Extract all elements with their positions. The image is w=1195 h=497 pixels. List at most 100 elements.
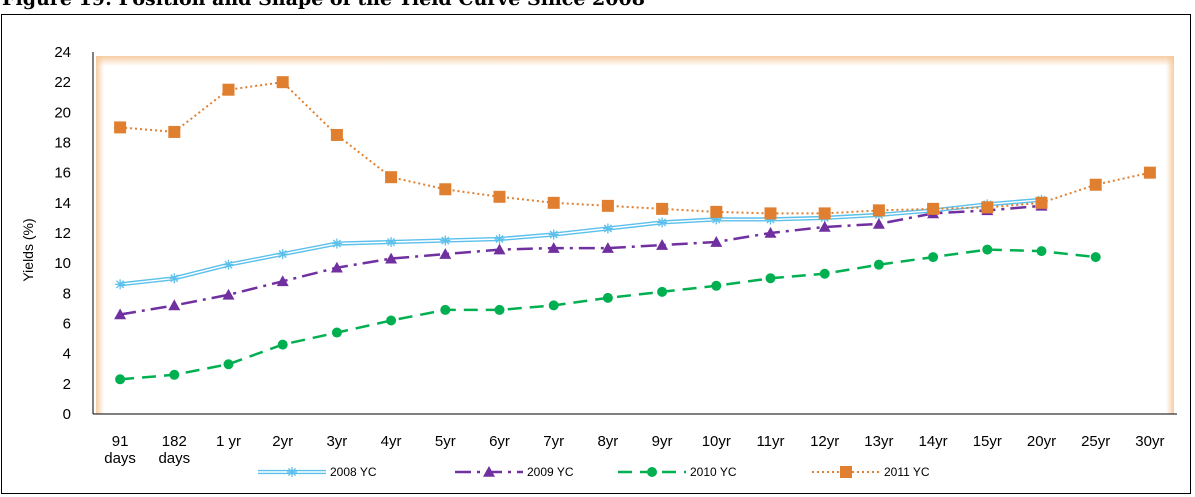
x-tick-label: 11yr — [756, 433, 784, 450]
legend-entry: 2008 YC — [258, 465, 377, 479]
x-tick-label: 10yr — [702, 433, 731, 450]
x-tick-label: 20yr — [1027, 433, 1056, 450]
legend-label: 2011 YC — [884, 465, 930, 479]
data-point-2010 — [874, 260, 884, 270]
data-point-2011 — [602, 200, 614, 212]
data-point-2011 — [385, 171, 397, 183]
y-tick-label: 0 — [63, 406, 71, 423]
x-tick-label: 8yr — [597, 433, 618, 450]
y-axis-label: Yields (%) — [20, 218, 36, 281]
data-point-2010 — [224, 359, 234, 369]
x-tick-label: 4yr — [381, 433, 402, 450]
data-point-2011 — [1090, 179, 1102, 191]
x-tick-label: 15yr — [973, 433, 1002, 450]
data-point-2010 — [1037, 246, 1047, 256]
data-point-2010 — [766, 273, 776, 283]
data-point-2011 — [927, 203, 939, 215]
data-point-2009 — [223, 289, 235, 300]
data-point-2009 — [873, 218, 885, 229]
y-tick-label: 20 — [54, 104, 71, 121]
data-point-2010 — [603, 293, 613, 303]
data-point-2008 — [603, 223, 613, 233]
data-point-2010 — [278, 340, 288, 350]
data-point-2011 — [710, 206, 722, 218]
legend-label: 2009 YC — [527, 465, 574, 479]
data-point-2011 — [1144, 167, 1156, 179]
data-point-2011 — [168, 126, 180, 138]
x-tick-label: 91 days — [104, 433, 136, 467]
legend-marker — [287, 467, 297, 477]
y-tick-label: 12 — [54, 225, 71, 242]
legend: 2008 YC 2009 YC 2010 YC 2011 YC — [258, 465, 930, 479]
x-tick-label: 6yr — [489, 433, 510, 450]
x-tick-label: 3yr — [326, 433, 347, 450]
data-point-2011 — [873, 204, 885, 216]
data-point-2008 — [549, 230, 559, 240]
data-point-2011 — [656, 203, 668, 215]
data-point-2008 — [224, 260, 234, 270]
y-tick-label: 6 — [63, 316, 71, 333]
y-tick-label: 4 — [63, 346, 71, 363]
data-point-2008 — [115, 279, 125, 289]
plot-area-glow — [96, 56, 1174, 414]
data-point-2010 — [440, 305, 450, 315]
x-tick-label: 9yr — [652, 433, 673, 450]
data-point-2011 — [1036, 197, 1048, 209]
data-point-2010 — [115, 374, 125, 384]
data-point-2011 — [765, 207, 777, 219]
x-tick-label: 1 yr — [216, 433, 241, 450]
data-point-2011 — [114, 121, 126, 133]
data-point-2011 — [331, 129, 343, 141]
y-tick-label: 2 — [63, 376, 71, 393]
legend-marker — [840, 466, 852, 478]
data-point-2011 — [223, 84, 235, 96]
data-point-2010 — [982, 245, 992, 255]
y-tick-label: 18 — [54, 135, 71, 152]
data-point-2011 — [981, 201, 993, 213]
x-tick-label: 182 days — [158, 433, 190, 467]
data-point-2010 — [386, 315, 396, 325]
legend-label: 2008 YC — [330, 465, 377, 479]
x-tick-label: 12yr — [810, 433, 839, 450]
x-tick-label: 30yr — [1135, 433, 1164, 450]
data-point-2010 — [1091, 252, 1101, 262]
legend-entry: 2010 YC — [618, 465, 737, 479]
y-tick-label: 8 — [63, 285, 71, 302]
legend-entry: 2009 YC — [455, 465, 574, 479]
data-point-2011 — [548, 197, 560, 209]
data-point-2010 — [495, 305, 505, 315]
data-point-2010 — [169, 370, 179, 380]
data-point-2010 — [820, 269, 830, 279]
data-point-2011 — [439, 183, 451, 195]
data-point-2010 — [549, 300, 559, 310]
series-line-2008 — [120, 200, 1041, 284]
legend-label: 2010 YC — [690, 465, 737, 479]
data-point-2008 — [332, 239, 342, 249]
x-tick-label: 7yr — [543, 433, 564, 450]
data-point-2008 — [278, 249, 288, 259]
data-point-2008 — [169, 273, 179, 283]
x-tick-label: 13yr — [864, 433, 893, 450]
legend-marker — [647, 467, 657, 477]
x-tick-label: 2yr — [272, 433, 293, 450]
y-tick-label: 10 — [54, 255, 71, 272]
x-tick-label: 14yr — [919, 433, 948, 450]
x-tick-label: 25yr — [1081, 433, 1110, 450]
y-tick-label: 16 — [54, 165, 71, 182]
data-point-2011 — [494, 191, 506, 203]
data-point-2009 — [168, 299, 180, 310]
y-tick-label: 24 — [54, 44, 71, 61]
data-point-2010 — [657, 287, 667, 297]
data-point-2010 — [332, 328, 342, 338]
data-point-2009 — [439, 248, 451, 259]
data-point-2011 — [277, 76, 289, 88]
series-line-2011 — [120, 82, 1150, 213]
data-point-2011 — [819, 207, 831, 219]
data-point-2008 — [657, 217, 667, 227]
series-line-2010 — [120, 250, 1096, 380]
data-point-2008 — [386, 237, 396, 247]
data-point-2008 — [440, 236, 450, 246]
data-point-2010 — [711, 281, 721, 291]
data-point-2009 — [656, 239, 668, 250]
